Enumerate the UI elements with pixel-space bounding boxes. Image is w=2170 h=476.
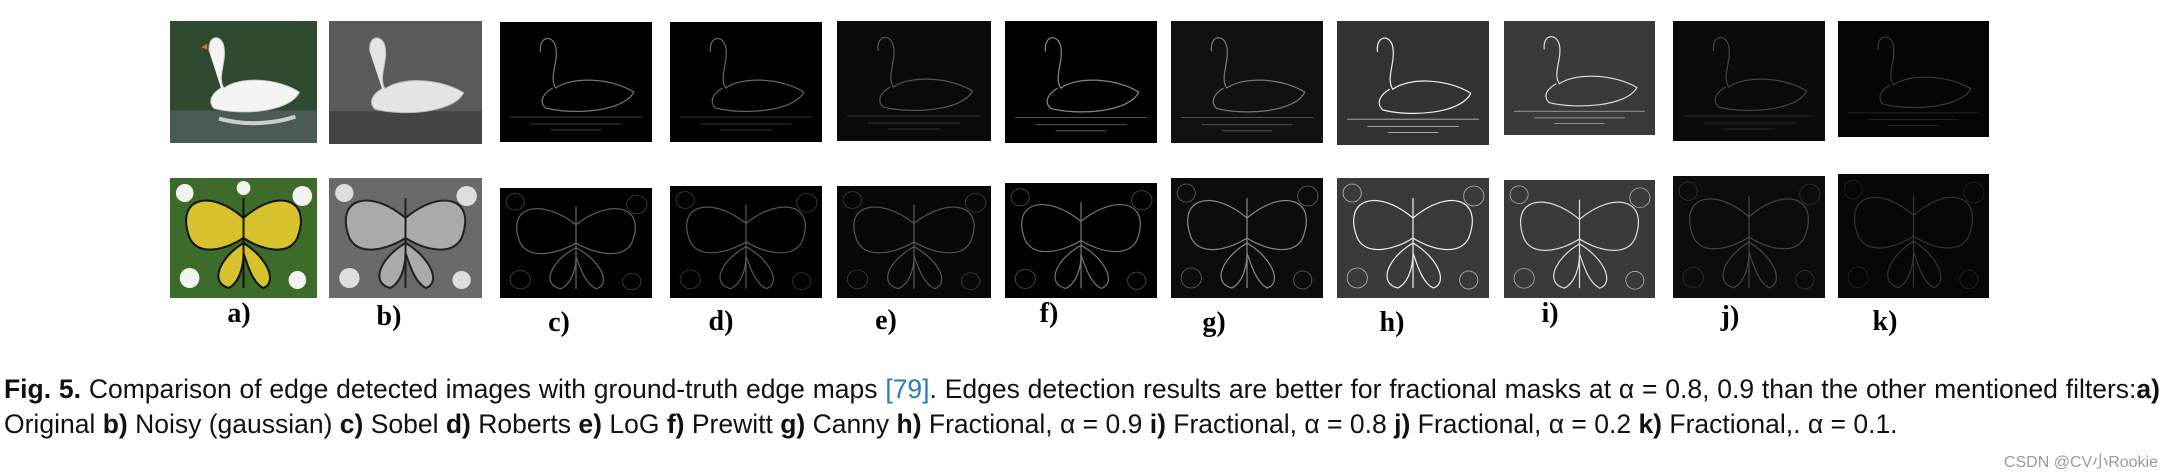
- swan-sobel: [500, 22, 652, 142]
- caption-text: Comparison of edge detected images with …: [81, 374, 886, 404]
- butterfly-fractional-09: [1337, 178, 1489, 298]
- caption-text: Prewitt: [684, 409, 781, 439]
- swan-fractional-01: [1838, 21, 1989, 137]
- swan-fractional-02: [1673, 21, 1825, 141]
- caption-text: Roberts: [470, 409, 579, 439]
- panel-label: j): [1720, 301, 1740, 332]
- panel-label: d): [709, 306, 734, 337]
- butterfly-sobel: [500, 188, 652, 298]
- butterfly-roberts: [670, 186, 822, 298]
- butterfly-fractional-01: [1838, 174, 1989, 298]
- swan-noisy: [329, 21, 482, 144]
- caption-text: Fractional, α = 0.8: [1165, 409, 1395, 439]
- panel-label: a): [227, 298, 250, 329]
- caption-text: k): [1638, 409, 1663, 439]
- citation-link[interactable]: [79]: [885, 374, 930, 404]
- watermark: CSDN @CV小Rookie: [2003, 454, 2158, 471]
- caption-text: d): [445, 409, 471, 439]
- swan-roberts: [670, 22, 822, 142]
- panel-label: f): [1040, 298, 1059, 329]
- butterfly-prewitt: [1005, 183, 1157, 298]
- butterfly-log: [837, 186, 991, 298]
- swan-canny: [1171, 21, 1323, 143]
- caption-text: Fig. 5.: [4, 374, 82, 404]
- caption-text: Fractional, α = 0.9: [921, 409, 1150, 439]
- swan-original: [170, 21, 317, 143]
- caption-text: Fractional, α = 0.2: [1410, 409, 1639, 439]
- caption-text: a): [2136, 374, 2160, 404]
- caption-text: Noisy (gaussian): [127, 409, 340, 439]
- swan-fractional-09: [1337, 21, 1489, 145]
- caption-text: Sobel: [363, 409, 446, 439]
- panel-label: k): [1873, 306, 1898, 337]
- butterfly-original: [170, 178, 317, 298]
- swan-log: [837, 21, 991, 141]
- panel-label: g): [1202, 307, 1225, 338]
- panel-label: c): [548, 307, 570, 338]
- caption-text: f): [666, 409, 685, 439]
- butterfly-fractional-02: [1673, 176, 1825, 298]
- caption: Fig. 5. Comparison of edge detected imag…: [4, 372, 2160, 442]
- butterfly-noisy: [329, 178, 482, 298]
- caption-text: h): [896, 409, 922, 439]
- butterfly-fractional-08: [1504, 180, 1655, 298]
- caption-text: i): [1149, 409, 1166, 439]
- swan-prewitt: [1005, 21, 1157, 143]
- figure: a) b) c) d) e) f) g) h) i) j) k): [0, 0, 2170, 338]
- swan-fractional-08: [1504, 21, 1655, 135]
- panel-label: e): [875, 305, 897, 336]
- caption-text: j): [1394, 409, 1411, 439]
- caption-text: e): [578, 409, 602, 439]
- panel-label: i): [1541, 298, 1558, 329]
- caption-text: Canny: [805, 409, 897, 439]
- caption-text: Fractional,. α = 0.1.: [1662, 409, 1898, 439]
- caption-text: Original: [4, 409, 103, 439]
- panel-label: h): [1380, 307, 1405, 338]
- caption-text: g): [780, 409, 806, 439]
- caption-text: b): [102, 409, 128, 439]
- butterfly-canny: [1171, 178, 1323, 298]
- caption-text: LoG: [601, 409, 667, 439]
- panel-label: b): [377, 301, 402, 332]
- caption-text: c): [339, 409, 364, 439]
- caption-text: . Edges detection results are better for…: [929, 374, 2137, 404]
